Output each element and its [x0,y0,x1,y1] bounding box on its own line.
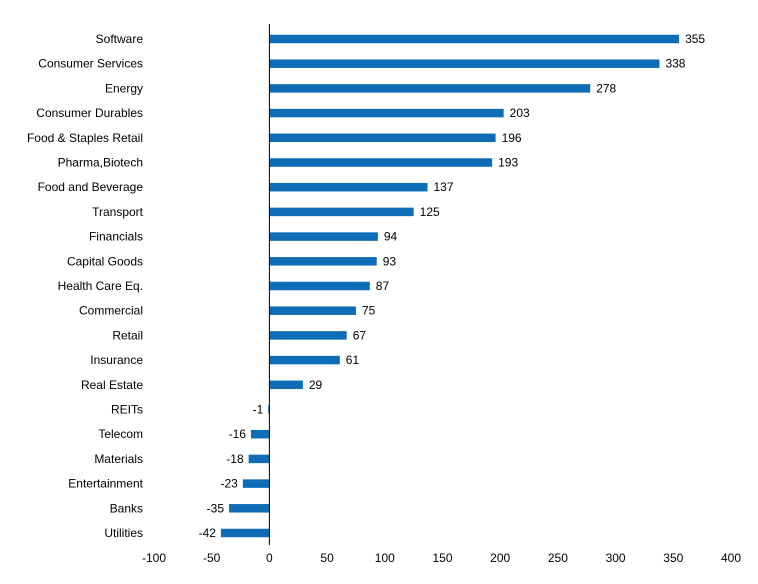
bar [229,504,270,513]
category-label: Retail [112,328,143,342]
x-tick-label: 100 [375,551,395,565]
bar [269,108,504,118]
bar [220,528,270,538]
category-label: Transport [92,205,144,219]
value-label: 67 [353,328,367,342]
value-label: -18 [226,452,244,466]
value-label: 355 [685,32,705,46]
bar [269,207,414,217]
value-label: 125 [420,205,440,219]
category-label: REITs [111,403,143,417]
x-tick-label: 200 [490,551,510,565]
category-label: Health Care Eq. [58,279,143,293]
bar [269,355,340,365]
x-tick-label: -100 [142,551,166,565]
bar [250,429,270,439]
bar [269,182,428,192]
value-label: -35 [207,501,225,515]
category-label: Food & Staples Retail [27,131,143,145]
bar [269,306,356,315]
category-label: Banks [110,501,143,515]
value-label: 61 [346,353,360,367]
category-label: Entertainment [68,477,143,491]
value-label: 137 [434,180,454,194]
bar [269,331,347,340]
bar [269,34,680,44]
x-tick-label: 350 [663,551,683,565]
x-tick-label: 150 [432,551,452,565]
x-tick-label: 300 [606,551,626,565]
value-label: 338 [665,57,685,71]
value-label: -23 [221,477,239,491]
value-label: -16 [229,427,247,441]
bar [269,59,660,68]
x-tick-label: 50 [320,551,334,565]
category-labels-group: Software Consumer Services Energy Consumer … [27,32,144,540]
value-label: 94 [384,230,398,244]
value-label: 193 [498,156,518,170]
value-label: 75 [362,304,376,318]
category-label: Financials [89,230,143,244]
bar [269,257,377,266]
category-label: Energy [105,81,143,95]
bar [269,133,496,143]
value-label: 203 [510,106,530,120]
bars-group [220,34,680,538]
x-tick-labels-group: -100 -50 0 50 100 150 200 250 300 350 400 [142,551,741,565]
category-label: Pharma,Biotech [58,156,143,170]
bar [269,84,591,93]
category-label: Consumer Durables [36,106,143,120]
bar [269,158,493,167]
value-label: 93 [383,254,397,268]
value-label: 196 [502,131,522,145]
bar [269,380,303,390]
bar [269,232,378,241]
bar [269,281,370,291]
value-label: 87 [376,279,390,293]
category-label: Food and Beverage [38,180,144,194]
value-label: 29 [309,378,323,392]
bar [242,479,270,488]
x-tick-label: -50 [203,551,221,565]
bar [248,454,270,464]
category-label: Real Estate [81,378,143,392]
category-label: Telecom [98,427,143,441]
x-tick-label: 0 [266,551,273,565]
category-label: Commercial [79,304,143,318]
category-label: Consumer Services [38,57,143,71]
category-label: Capital Goods [67,254,143,268]
x-tick-label: 250 [548,551,568,565]
category-label: Software [96,32,144,46]
value-label: -1 [253,403,264,417]
category-label: Materials [94,452,143,466]
x-tick-label: 400 [721,551,741,565]
category-label: Utilities [104,526,143,540]
value-label: -42 [199,526,217,540]
bar [268,405,270,414]
value-label: 278 [596,81,616,95]
category-label: Insurance [90,353,143,367]
